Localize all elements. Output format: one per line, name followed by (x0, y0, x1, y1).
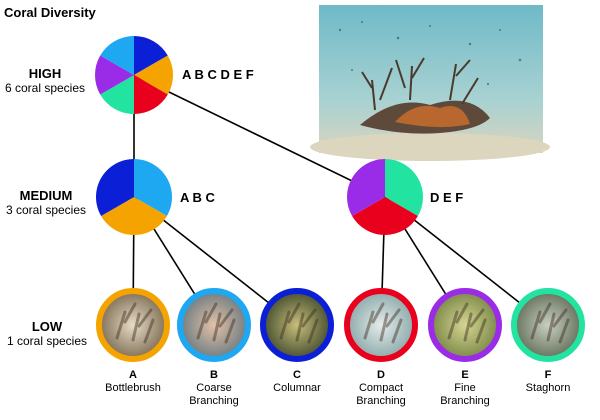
level-medium-label: MEDIUM 3 coral species (0, 188, 92, 218)
species-label-a: A Bottlebrush (83, 369, 183, 395)
species-name-line2: Branching (356, 395, 406, 407)
species-circle-e (428, 288, 502, 362)
species-letter: C (293, 369, 301, 381)
species-circle-a (96, 288, 170, 362)
pie-slice-d (134, 75, 168, 114)
pie-slice-d (352, 197, 418, 236)
coral-closeup-photo (96, 288, 170, 362)
pie-medium-diversity-def (347, 159, 423, 236)
level-medium-letters-left: A B C (180, 190, 215, 205)
pie-high-diversity (95, 36, 173, 114)
species-letter: F (544, 369, 552, 381)
coral-closeup-photo (428, 288, 502, 362)
coral-closeup-photo (260, 288, 334, 362)
coral-closeup-photo (177, 288, 251, 362)
species-label-e: E Fine Branching (415, 369, 515, 408)
level-low-count: 1 coral species (6, 334, 88, 348)
species-name-line2: Branching (189, 395, 239, 407)
coral-branch-texture (447, 302, 487, 344)
species-circle-c (260, 288, 334, 362)
level-low-name: LOW (31, 319, 63, 334)
coral-closeup-photo (344, 288, 418, 362)
species-letter: B (210, 369, 218, 381)
pie-slice-e (95, 55, 134, 95)
coral-reef-photo (310, 5, 550, 161)
level-high-label: HIGH 6 coral species (4, 66, 86, 96)
level-medium-name: MEDIUM (19, 188, 73, 203)
diagram-title: Coral Diversity (4, 5, 96, 20)
species-letter: D (377, 369, 385, 381)
coral-closeup-photo (511, 288, 585, 362)
species-name: Columnar (273, 382, 321, 394)
species-name: Fine (454, 382, 476, 394)
coral-branch-texture (115, 302, 155, 344)
species-circle-d (344, 288, 418, 362)
species-name: Coarse (196, 382, 232, 394)
coral-branch-texture (530, 302, 570, 344)
level-low-label: LOW 1 coral species (0, 319, 94, 349)
species-name: Compact (358, 382, 404, 394)
species-name: Bottlebrush (105, 382, 161, 394)
level-high-name: HIGH (28, 66, 62, 81)
pie-slice-b (134, 159, 172, 216)
level-high-letters: A B C D E F (182, 67, 254, 82)
level-medium-letters-right: D E F (430, 190, 464, 205)
species-circle-b (177, 288, 251, 362)
species-letter: E (461, 369, 469, 381)
species-name: Staghorn (525, 382, 571, 394)
coral-branch-texture (279, 302, 319, 344)
pie-medium-diversity-abc (95, 159, 172, 235)
species-label-b: B Coarse Branching (164, 369, 264, 408)
species-label-c: C Columnar (247, 369, 347, 395)
level-medium-count: 3 coral species (5, 203, 87, 217)
pie-slice-f (100, 75, 134, 114)
coral-branch-texture (363, 302, 403, 344)
pie-slice-c (95, 159, 134, 216)
pie-slice-a (134, 55, 173, 95)
pie-slice-b (100, 36, 134, 75)
coral-branch-texture (196, 302, 236, 344)
pie-slice-f (385, 159, 423, 216)
species-label-f: F Staghorn (498, 369, 598, 395)
species-circle-f (511, 288, 585, 362)
species-label-d: D Compact Branching (331, 369, 431, 408)
connector-high-medium-right (133, 74, 386, 198)
species-letter: A (129, 369, 137, 381)
pie-slice-c (134, 36, 168, 75)
level-high-count: 6 coral species (4, 81, 86, 95)
pie-slice-e (347, 159, 385, 216)
species-name-line2: Branching (440, 395, 490, 407)
